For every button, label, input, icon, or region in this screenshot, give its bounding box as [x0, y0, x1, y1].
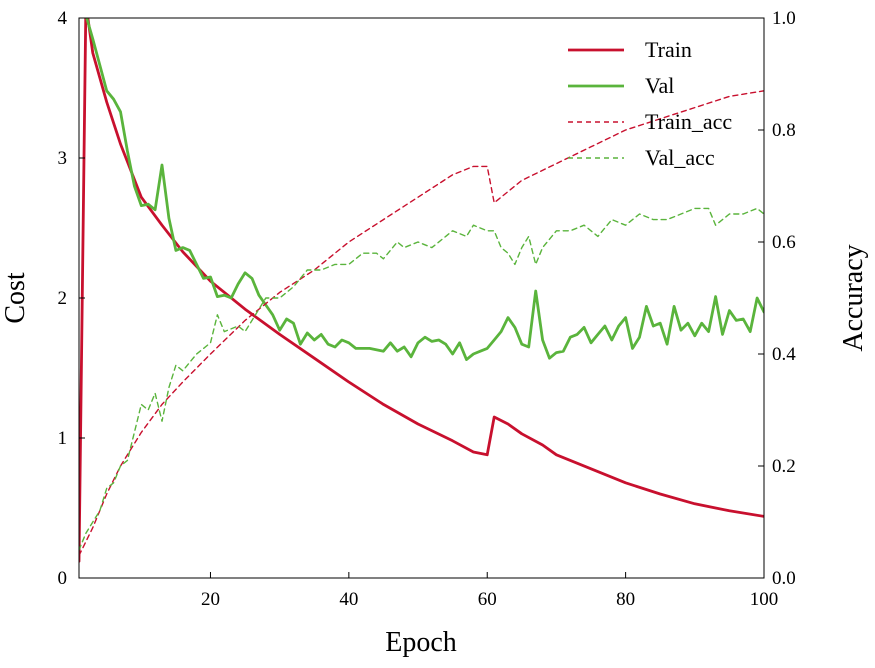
right-y-tick-label: 0.2 [772, 456, 796, 477]
left-y-tick-label: 0 [58, 568, 68, 589]
x-tick-label: 20 [201, 589, 220, 610]
right-y-tick-label: 0.0 [772, 568, 796, 589]
left-y-tick-label: 2 [58, 288, 68, 309]
right-y-tick-label: 0.6 [772, 232, 796, 253]
x-tick-label: 60 [478, 589, 497, 610]
right-y-axis: 0.0 0.2 0.4 0.6 0.8 1.0 [758, 8, 796, 589]
right-y-tick-label: 0.4 [772, 344, 796, 365]
series-lines [79, 18, 764, 563]
legend-label-train: Train [645, 37, 692, 62]
legend-label-train-acc: Train_acc [645, 109, 732, 134]
x-axis-label: Epoch [385, 627, 457, 658]
right-y-tick-label: 0.8 [772, 120, 796, 141]
legend-label-val-acc: Val_acc [645, 145, 715, 170]
x-tick-label: 80 [616, 589, 635, 610]
legend-label-val: Val [645, 73, 674, 98]
series-line-val [85, 18, 764, 362]
left-y-tick-label: 1 [58, 428, 68, 449]
legend: Train Val Train_acc Val_acc [568, 37, 732, 170]
x-axis: 20 40 60 80 100 [201, 572, 778, 610]
left-y-axis-label: Cost [0, 272, 31, 324]
left-y-axis: 0 1 2 3 4 [58, 8, 85, 589]
series-line-val-acc [79, 207, 764, 551]
x-tick-label: 40 [339, 589, 358, 610]
right-y-axis-label: Accuracy [838, 244, 869, 351]
right-y-tick-label: 1.0 [772, 8, 796, 29]
left-y-tick-label: 3 [58, 148, 68, 169]
left-y-tick-label: 4 [58, 8, 68, 29]
x-tick-label: 100 [750, 589, 779, 610]
series-line-train-acc [79, 90, 764, 557]
